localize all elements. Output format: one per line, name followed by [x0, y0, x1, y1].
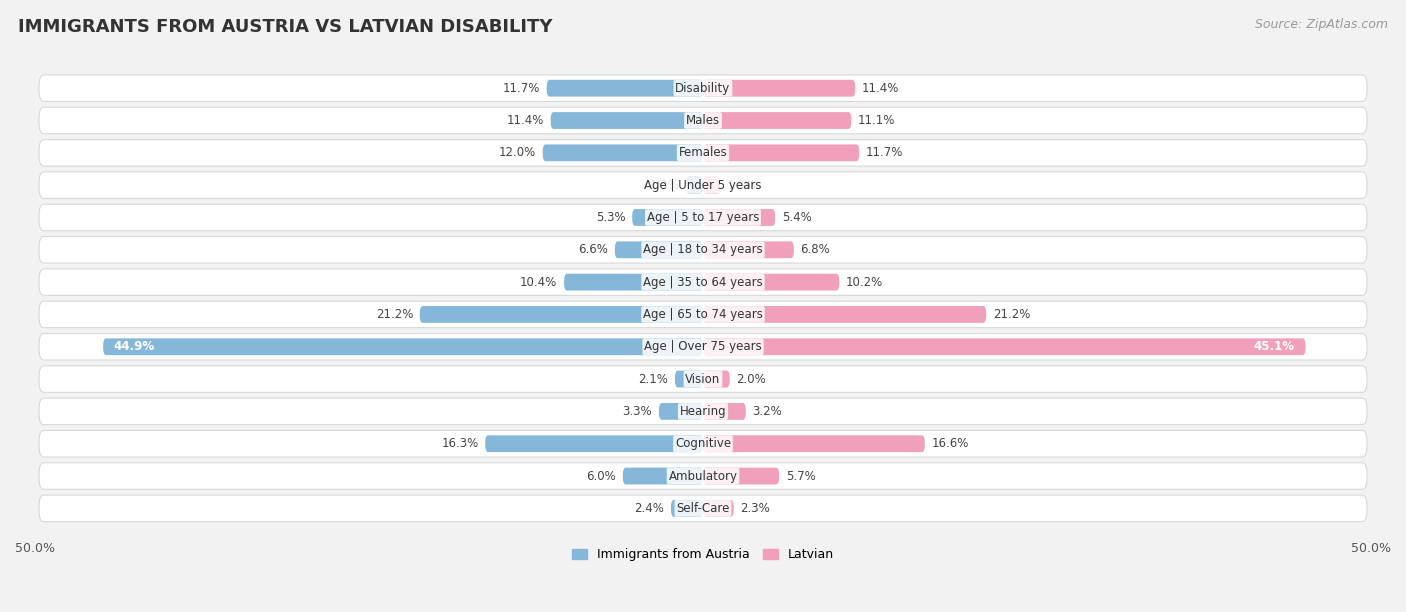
- Text: 10.4%: 10.4%: [520, 275, 557, 289]
- Text: 16.6%: 16.6%: [931, 437, 969, 450]
- FancyBboxPatch shape: [39, 495, 1367, 521]
- Text: 6.6%: 6.6%: [578, 244, 609, 256]
- Text: 2.3%: 2.3%: [741, 502, 770, 515]
- Text: 10.2%: 10.2%: [846, 275, 883, 289]
- FancyBboxPatch shape: [39, 334, 1367, 360]
- Text: 11.7%: 11.7%: [502, 81, 540, 95]
- FancyBboxPatch shape: [485, 435, 703, 452]
- FancyBboxPatch shape: [39, 398, 1367, 425]
- FancyBboxPatch shape: [703, 338, 1306, 355]
- Text: Age | Under 5 years: Age | Under 5 years: [644, 179, 762, 192]
- FancyBboxPatch shape: [671, 500, 703, 517]
- FancyBboxPatch shape: [39, 75, 1367, 102]
- FancyBboxPatch shape: [551, 112, 703, 129]
- FancyBboxPatch shape: [39, 430, 1367, 457]
- Text: 44.9%: 44.9%: [114, 340, 155, 353]
- FancyBboxPatch shape: [39, 463, 1367, 489]
- FancyBboxPatch shape: [543, 144, 703, 161]
- FancyBboxPatch shape: [614, 241, 703, 258]
- Text: 6.8%: 6.8%: [800, 244, 831, 256]
- FancyBboxPatch shape: [703, 112, 851, 129]
- Text: 2.4%: 2.4%: [634, 502, 664, 515]
- FancyBboxPatch shape: [703, 435, 925, 452]
- Text: 1.3%: 1.3%: [727, 179, 756, 192]
- Text: 16.3%: 16.3%: [441, 437, 478, 450]
- Text: Vision: Vision: [685, 373, 721, 386]
- Text: 5.7%: 5.7%: [786, 469, 815, 482]
- Text: Age | 5 to 17 years: Age | 5 to 17 years: [647, 211, 759, 224]
- FancyBboxPatch shape: [703, 177, 720, 193]
- FancyBboxPatch shape: [703, 144, 859, 161]
- FancyBboxPatch shape: [623, 468, 703, 485]
- FancyBboxPatch shape: [103, 338, 703, 355]
- FancyBboxPatch shape: [703, 306, 986, 323]
- Text: Males: Males: [686, 114, 720, 127]
- Text: IMMIGRANTS FROM AUSTRIA VS LATVIAN DISABILITY: IMMIGRANTS FROM AUSTRIA VS LATVIAN DISAB…: [18, 18, 553, 36]
- Text: 3.3%: 3.3%: [623, 405, 652, 418]
- Text: 11.7%: 11.7%: [866, 146, 904, 159]
- FancyBboxPatch shape: [703, 371, 730, 387]
- Text: 21.2%: 21.2%: [375, 308, 413, 321]
- FancyBboxPatch shape: [39, 172, 1367, 198]
- Text: 11.4%: 11.4%: [506, 114, 544, 127]
- FancyBboxPatch shape: [39, 237, 1367, 263]
- Text: Females: Females: [679, 146, 727, 159]
- FancyBboxPatch shape: [703, 500, 734, 517]
- FancyBboxPatch shape: [39, 366, 1367, 392]
- FancyBboxPatch shape: [703, 403, 745, 420]
- Text: Ambulatory: Ambulatory: [668, 469, 738, 482]
- Text: Age | 35 to 64 years: Age | 35 to 64 years: [643, 275, 763, 289]
- Text: 2.1%: 2.1%: [638, 373, 668, 386]
- FancyBboxPatch shape: [547, 80, 703, 97]
- Text: 11.4%: 11.4%: [862, 81, 900, 95]
- Text: 1.3%: 1.3%: [650, 179, 679, 192]
- Text: 21.2%: 21.2%: [993, 308, 1031, 321]
- Text: Source: ZipAtlas.com: Source: ZipAtlas.com: [1254, 18, 1388, 31]
- FancyBboxPatch shape: [703, 274, 839, 291]
- Text: Age | Over 75 years: Age | Over 75 years: [644, 340, 762, 353]
- FancyBboxPatch shape: [564, 274, 703, 291]
- Text: 6.0%: 6.0%: [586, 469, 616, 482]
- Text: 5.4%: 5.4%: [782, 211, 811, 224]
- FancyBboxPatch shape: [703, 209, 775, 226]
- FancyBboxPatch shape: [659, 403, 703, 420]
- FancyBboxPatch shape: [633, 209, 703, 226]
- FancyBboxPatch shape: [686, 177, 703, 193]
- Text: 2.0%: 2.0%: [737, 373, 766, 386]
- FancyBboxPatch shape: [703, 241, 794, 258]
- Legend: Immigrants from Austria, Latvian: Immigrants from Austria, Latvian: [567, 543, 839, 566]
- Text: 5.3%: 5.3%: [596, 211, 626, 224]
- FancyBboxPatch shape: [39, 301, 1367, 327]
- FancyBboxPatch shape: [39, 204, 1367, 231]
- Text: Hearing: Hearing: [679, 405, 727, 418]
- Text: 12.0%: 12.0%: [499, 146, 536, 159]
- FancyBboxPatch shape: [39, 140, 1367, 166]
- Text: Age | 65 to 74 years: Age | 65 to 74 years: [643, 308, 763, 321]
- FancyBboxPatch shape: [420, 306, 703, 323]
- FancyBboxPatch shape: [39, 269, 1367, 296]
- FancyBboxPatch shape: [703, 468, 779, 485]
- FancyBboxPatch shape: [703, 80, 855, 97]
- Text: 11.1%: 11.1%: [858, 114, 896, 127]
- Text: Self-Care: Self-Care: [676, 502, 730, 515]
- FancyBboxPatch shape: [39, 107, 1367, 134]
- Text: Cognitive: Cognitive: [675, 437, 731, 450]
- Text: Disability: Disability: [675, 81, 731, 95]
- FancyBboxPatch shape: [675, 371, 703, 387]
- Text: 3.2%: 3.2%: [752, 405, 782, 418]
- Text: Age | 18 to 34 years: Age | 18 to 34 years: [643, 244, 763, 256]
- Text: 45.1%: 45.1%: [1254, 340, 1295, 353]
